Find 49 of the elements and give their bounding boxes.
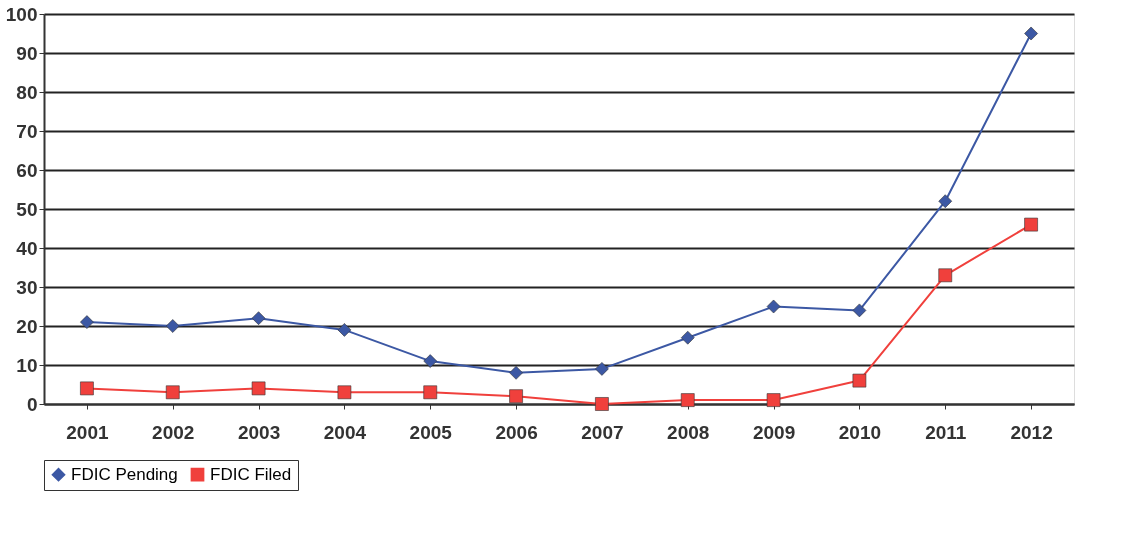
legend-label: FDIC Filed [210,464,292,484]
y-tick-label: 0 [26,393,38,415]
point [595,362,609,376]
x-tick-label: 2007 [581,421,624,443]
point [337,385,352,400]
x-tick-label: 2003 [237,421,281,443]
x-tick-label: 2004 [323,421,367,443]
point [938,268,953,283]
y-tick-label: 50 [16,198,38,220]
point [251,311,266,326]
x-tick-label: 2012 [1010,421,1053,443]
y-tick-label: 100 [5,3,38,25]
point [680,330,695,345]
x-tick-label: 2008 [667,421,710,443]
point [938,194,953,209]
point [766,393,781,407]
y-tick-label: 30 [16,276,38,298]
point [852,303,867,318]
y-tick-label: 70 [16,120,38,142]
x-tick-label: 2010 [838,421,882,443]
y-tick-label: 80 [16,81,38,103]
point [337,323,352,337]
x-tick-label: 2005 [409,421,453,443]
y-tick-label: 20 [16,315,38,337]
x-tick-label: 2001 [66,421,109,443]
point [1024,26,1038,41]
point [80,381,94,396]
x-tick-label: 2002 [152,421,195,443]
y-tick-label: 60 [16,159,38,181]
point [595,397,609,411]
point [251,381,266,396]
point [766,299,781,314]
point [423,354,438,368]
y-tick-label: 40 [16,237,38,259]
y-tick-label: 10 [16,354,38,376]
point [1024,217,1038,232]
x-tick-label: 2009 [752,421,796,443]
point [423,385,438,400]
legend-label: FDIC Pending [71,464,178,484]
y-tick-label: 90 [16,42,38,64]
point [165,385,180,400]
point [165,319,180,333]
x-tick-label: 2006 [495,421,538,443]
point [509,389,523,404]
point [509,365,523,380]
point [680,393,695,407]
point [852,373,867,388]
x-tick-label: 2011 [925,421,967,443]
point [80,315,94,329]
